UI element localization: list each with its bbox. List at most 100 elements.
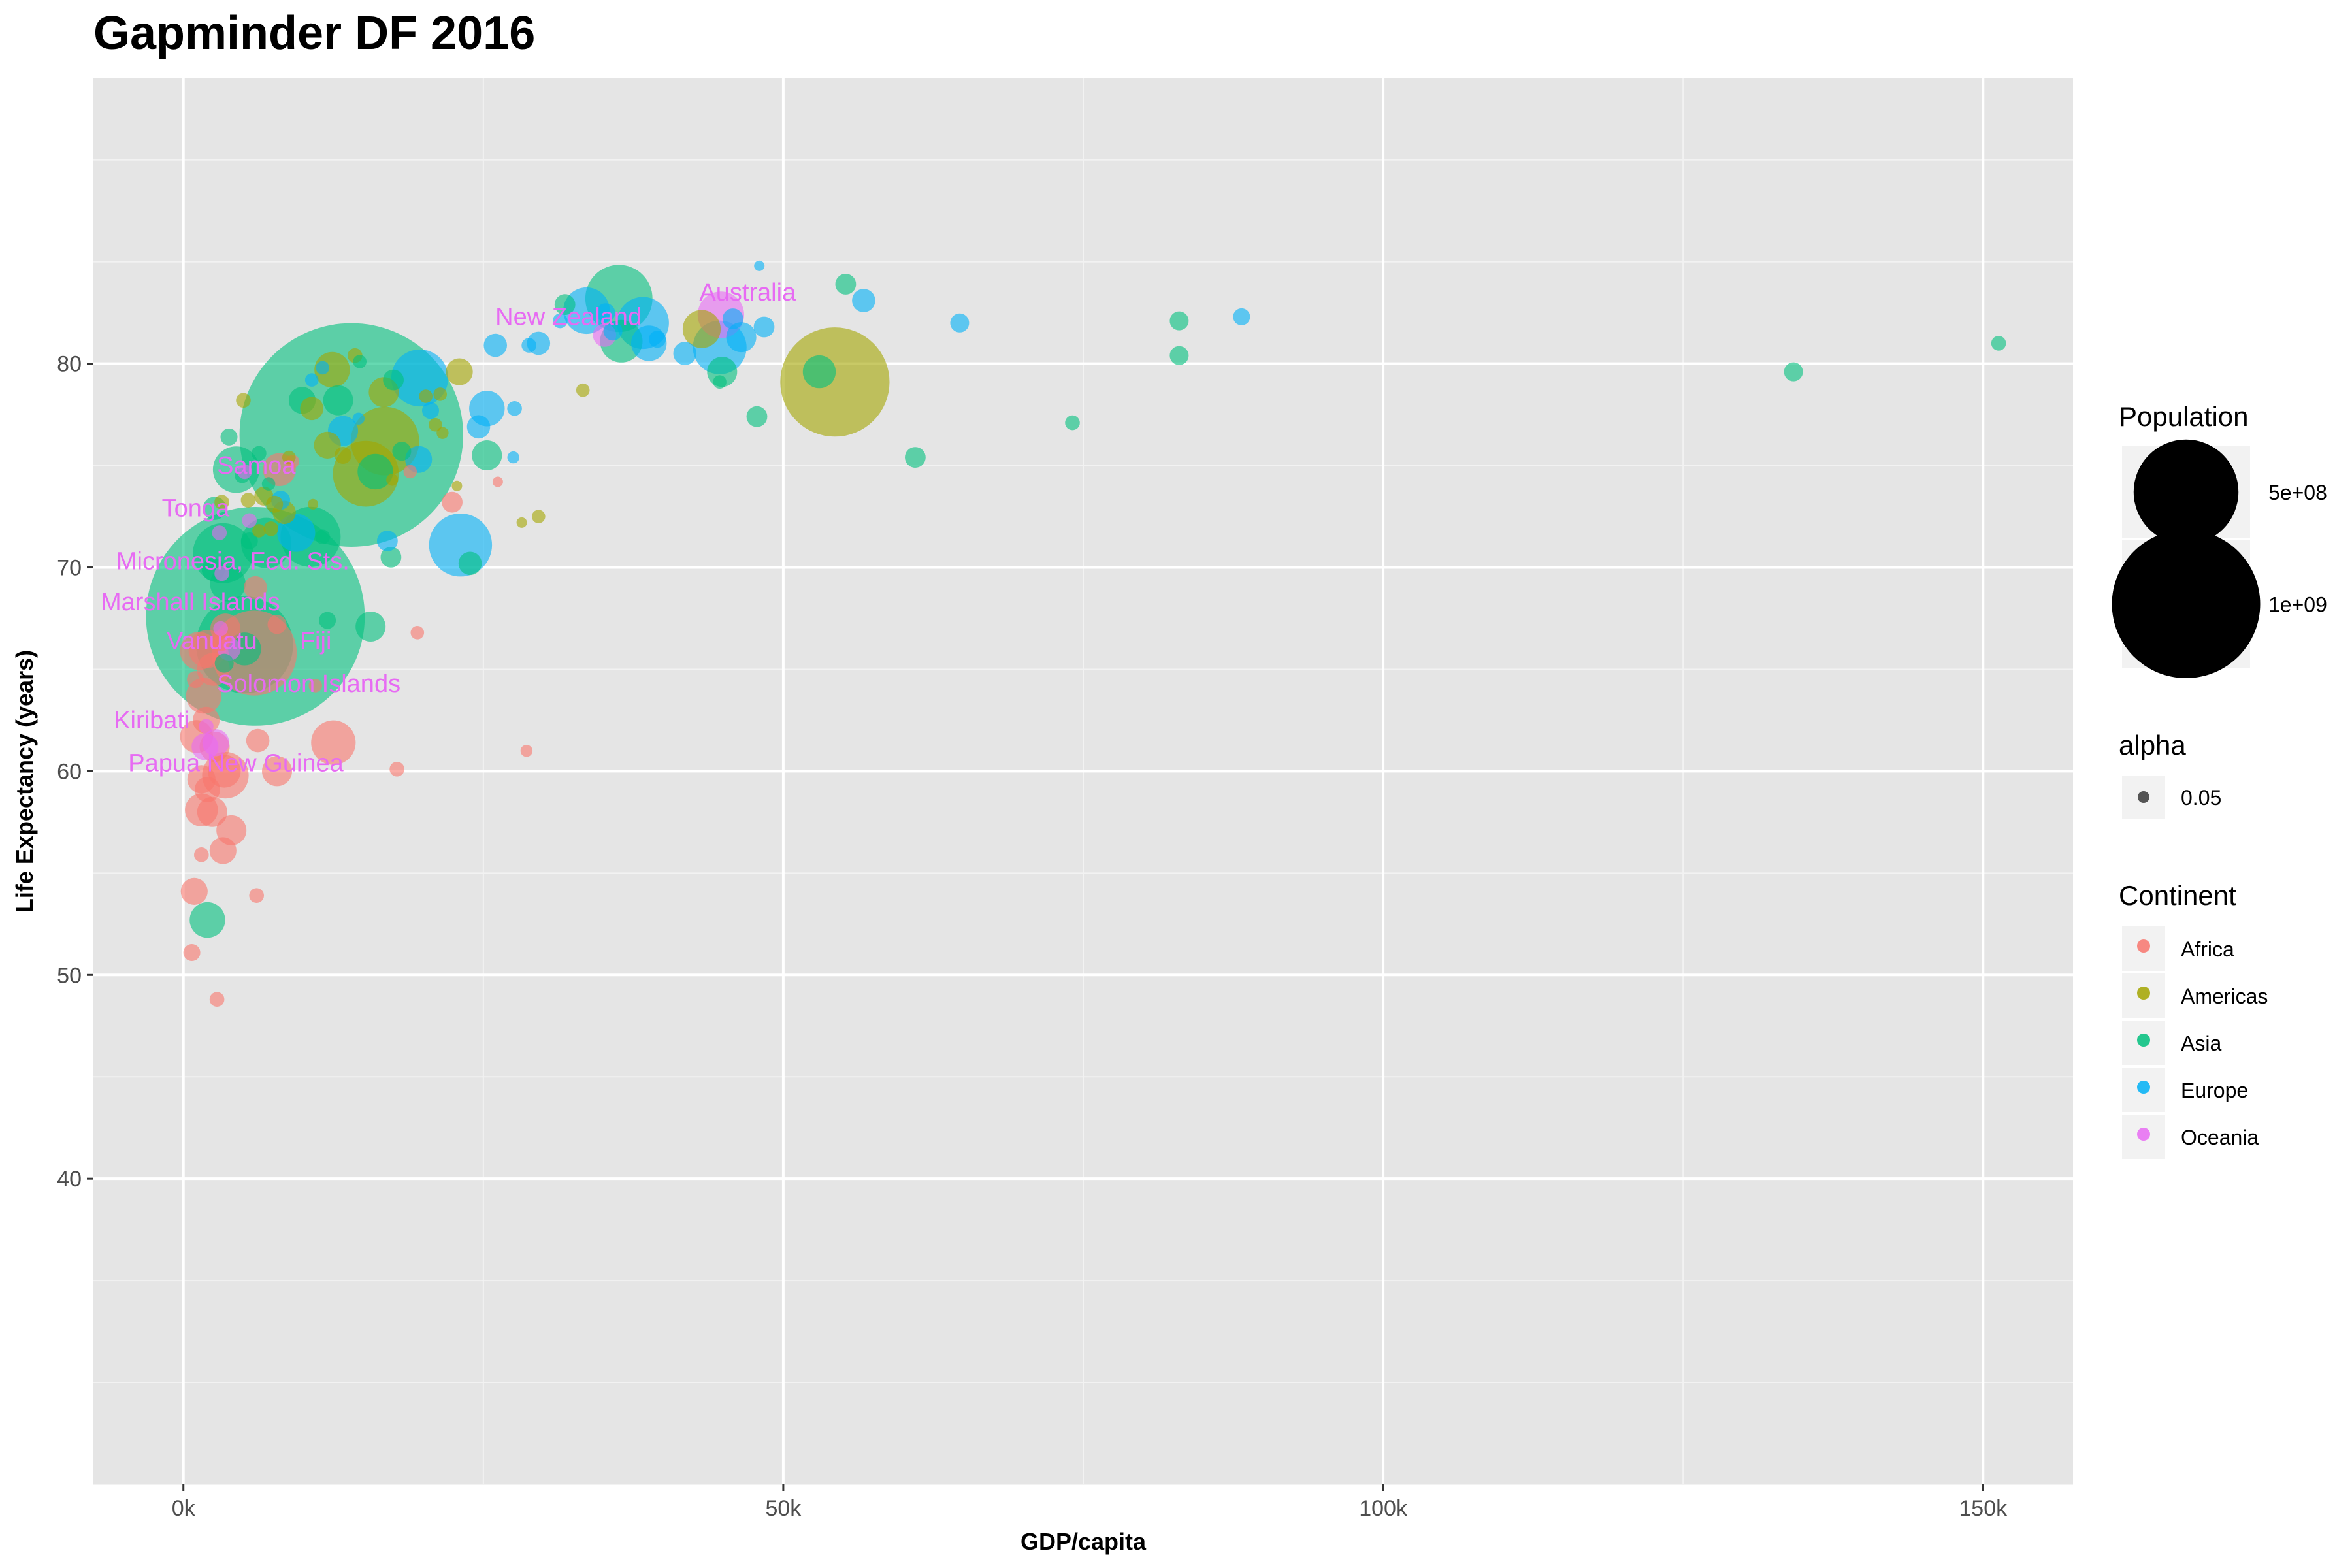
data-point-asia: [323, 385, 353, 416]
data-point-americas: [252, 524, 266, 538]
data-point-americas: [419, 389, 433, 403]
country-label: Kiribati: [114, 707, 189, 734]
data-point-asia: [1169, 311, 1189, 331]
data-point-europe: [753, 316, 775, 338]
y-axis: 40 50 60 70 80: [57, 352, 93, 1192]
data-point-africa: [311, 720, 356, 765]
legend-continent-label: Europe: [2181, 1079, 2248, 1102]
data-point-europe: [553, 313, 568, 329]
data-point-africa: [208, 755, 241, 788]
data-point-europe: [673, 342, 697, 365]
data-point-africa: [520, 745, 533, 757]
x-tick-label: 100k: [1359, 1496, 1408, 1521]
legend-alpha-key-label: 0.05: [2181, 786, 2221, 809]
data-point-africa: [244, 576, 267, 600]
data-point-asia: [383, 369, 404, 391]
data-point-oceania: [213, 621, 229, 636]
data-point-africa: [249, 888, 265, 903]
data-point-americas: [451, 480, 463, 491]
data-point-asia: [472, 440, 502, 470]
data-point-americas: [532, 510, 546, 523]
data-point-africa: [180, 877, 208, 905]
data-point-oceania: [242, 513, 257, 529]
data-point-asia: [458, 551, 482, 576]
data-point-americas: [436, 427, 449, 439]
data-point-americas: [236, 393, 251, 408]
data-point-asia: [315, 529, 331, 544]
legend-alpha-title: alpha: [2119, 730, 2186, 760]
legend-continent-key-europe: [2137, 1081, 2150, 1094]
data-point-asia: [319, 612, 336, 629]
data-point-americas: [516, 517, 527, 528]
country-label: New Zealand: [495, 303, 642, 331]
country-label: Tonga: [162, 495, 230, 523]
data-point-asia: [252, 446, 267, 461]
data-point-africa: [210, 630, 231, 651]
legend-size-key-circle: [2133, 439, 2239, 545]
country-label: Fiji: [300, 627, 332, 655]
data-point-asia: [835, 274, 857, 295]
legend-size-key-label: 1e+09: [2268, 593, 2327, 617]
grid-minor: [93, 78, 2073, 1485]
data-point-americas: [314, 351, 350, 388]
data-point-oceania: [199, 719, 214, 734]
data-point-africa: [187, 671, 204, 689]
data-point-europe: [352, 412, 365, 425]
data-points: [146, 260, 2006, 1007]
data-point-europe: [726, 322, 757, 353]
y-tick-label: 60: [57, 759, 82, 784]
legend-size-key-label: 5e+08: [2268, 481, 2327, 504]
data-point-africa: [442, 491, 463, 513]
data-point-europe: [316, 361, 330, 375]
data-point-europe: [422, 402, 439, 419]
data-point-americas: [335, 447, 351, 464]
data-point-africa: [195, 777, 220, 802]
data-point-africa: [209, 837, 237, 864]
legend-population: Population 5e+08 1e+09: [2112, 401, 2327, 678]
data-point-oceania: [214, 566, 229, 581]
data-point-africa: [262, 756, 292, 787]
data-point-europe: [507, 451, 519, 464]
data-point-asia: [261, 477, 276, 491]
data-point-asia: [353, 355, 367, 368]
data-point-oceania: [237, 464, 252, 480]
x-axis-title: GDP/capita: [1021, 1528, 1147, 1555]
legend-continent-label: Asia: [2181, 1032, 2221, 1055]
data-point-americas: [682, 310, 721, 348]
legend-continent-key-asia: [2137, 1034, 2150, 1047]
data-point-europe: [754, 260, 765, 271]
data-point-asia: [746, 406, 768, 427]
data-point-africa: [209, 992, 225, 1007]
data-point-americas: [386, 474, 399, 486]
legend-continent-label: Africa: [2181, 938, 2234, 961]
y-tick-label: 80: [57, 352, 82, 377]
data-point-europe: [563, 287, 610, 335]
x-tick-label: 150k: [1959, 1496, 2008, 1521]
data-point-africa: [194, 847, 209, 862]
data-point-asia: [905, 447, 926, 468]
country-label: Micronesia, Fed. Sts.: [116, 548, 350, 576]
data-point-asia: [357, 453, 393, 490]
legend-population-title: Population: [2119, 401, 2249, 432]
y-tick-label: 50: [57, 963, 82, 988]
x-tick-label: 50k: [765, 1496, 802, 1521]
data-point-europe: [507, 401, 522, 416]
data-point-americas: [780, 327, 890, 437]
country-label: Solomon Islands: [217, 670, 400, 698]
data-point-asia: [713, 375, 727, 389]
legend-continent: Continent Africa Americas Asia Europe Oceani…: [2119, 880, 2268, 1159]
data-point-africa: [267, 615, 287, 634]
data-point-asia: [189, 902, 225, 938]
data-point-europe: [852, 289, 875, 312]
data-point-americas: [446, 358, 473, 385]
legend-alpha-key-circle: [2138, 791, 2149, 803]
legend: Population 5e+08 1e+09 alpha 0.05 Contine…: [2112, 401, 2327, 1159]
chart-title: Gapminder DF 2016: [93, 7, 535, 59]
data-point-asia: [220, 428, 238, 446]
x-tick-label: 0k: [172, 1496, 196, 1521]
data-point-africa: [389, 762, 404, 777]
y-axis-title: Life Expectancy (years): [11, 650, 38, 913]
data-point-europe: [603, 321, 623, 341]
data-point-asia: [1169, 346, 1189, 365]
